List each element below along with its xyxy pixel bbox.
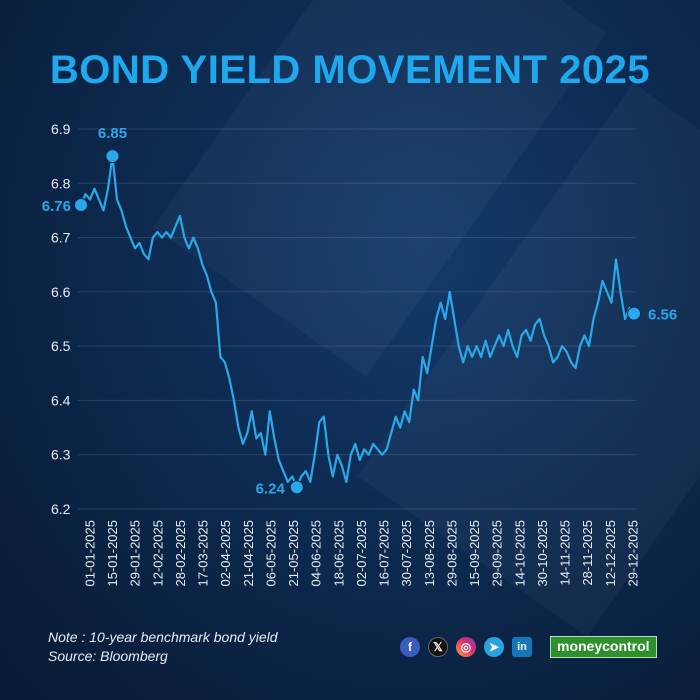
x-tick-label: 15-01-2025: [105, 520, 120, 587]
x-tick-label: 14-10-2025: [512, 520, 527, 587]
y-tick-label: 6.3: [51, 447, 71, 463]
x-tick-label: 29-09-2025: [490, 520, 505, 587]
annotation-label: 6.85: [98, 125, 127, 142]
note-text: Note : 10-year benchmark bond yield: [48, 629, 278, 645]
x-tick-label: 28-11-2025: [580, 520, 595, 586]
annotation-label: 6.24: [256, 480, 286, 497]
x-tick-label: 17-03-2025: [196, 520, 211, 587]
x-tick-label: 06-05-2025: [263, 520, 278, 587]
y-tick-label: 6.8: [51, 175, 71, 191]
telegram-icon[interactable]: ➤: [484, 637, 504, 657]
x-tick-label: 18-06-2025: [331, 520, 346, 587]
x-tick-label: 21-04-2025: [241, 520, 256, 587]
source-text: Source: Bloomberg: [48, 648, 168, 664]
x-tick-label: 12-12-2025: [603, 520, 618, 587]
annotations: 6.76 6.85 6.24 6.56: [42, 125, 677, 497]
x-tick-label: 30-10-2025: [535, 520, 550, 587]
grid-lines: [78, 128, 636, 510]
y-tick-label: 6.4: [51, 392, 71, 408]
brand-logo: moneycontrol: [550, 636, 657, 658]
yield-line: [79, 155, 635, 489]
y-tick-label: 6.6: [51, 284, 71, 300]
social-icons: f 𝕏 ◎ ➤ in moneycontrol: [400, 636, 657, 658]
y-tick-label: 6.9: [51, 121, 71, 137]
y-tick-label: 6.7: [51, 230, 71, 246]
annotation-label: 6.76: [42, 198, 71, 215]
x-tick-label: 13-08-2025: [422, 520, 437, 587]
x-icon[interactable]: 𝕏: [428, 637, 448, 657]
x-tick-label: 04-06-2025: [309, 520, 324, 587]
x-tick-label: 12-02-2025: [150, 520, 165, 587]
series-layer: [79, 155, 635, 489]
x-tick-label: 16-07-2025: [377, 520, 392, 587]
facebook-icon[interactable]: f: [400, 637, 420, 657]
y-tick-label: 6.5: [51, 338, 71, 354]
x-tick-label: 29-01-2025: [128, 520, 143, 587]
y-tick-label: 6.2: [51, 501, 71, 517]
x-tick-label: 30-07-2025: [399, 520, 414, 587]
x-tick-label: 02-07-2025: [354, 520, 369, 587]
y-axis: 6.2 6.3 6.4 6.5 6.6 6.7 6.8 6.9: [51, 121, 71, 517]
annotation-marker: [74, 198, 88, 212]
x-tick-label: 21-05-2025: [286, 520, 301, 587]
x-tick-label: 02-04-2025: [218, 520, 233, 587]
annotation-marker: [289, 480, 304, 495]
x-tick-label: 29-08-2025: [444, 520, 459, 587]
x-tick-label: 29-12-2025: [625, 520, 640, 587]
footnote: Note : 10-year benchmark bond yield Sour…: [48, 628, 278, 666]
x-tick-label: 28-02-2025: [173, 520, 188, 587]
chart-title: BOND YIELD MOVEMENT 2025: [49, 48, 651, 92]
annotation-marker: [627, 306, 641, 321]
annotation-label: 6.56: [648, 307, 677, 324]
x-tick-label: 15-09-2025: [467, 520, 482, 587]
instagram-icon[interactable]: ◎: [456, 637, 476, 657]
x-tick-label: 01-01-2025: [82, 520, 97, 587]
x-axis: 01-01-2025 15-01-2025 29-01-2025 12-02-2025…: [82, 520, 640, 587]
x-tick-label: 14-11-2025: [558, 520, 573, 586]
linkedin-icon[interactable]: in: [512, 637, 532, 657]
annotation-marker: [105, 149, 120, 164]
